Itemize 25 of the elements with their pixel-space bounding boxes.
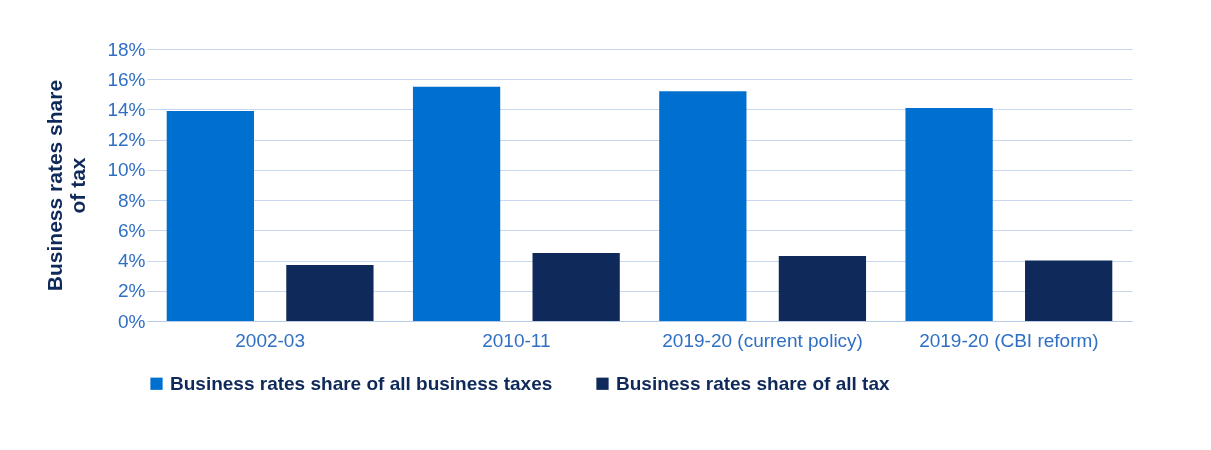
y-tick-label: 6% — [118, 219, 146, 241]
legend-label: Business rates share of all tax — [616, 372, 890, 394]
bar — [286, 265, 374, 321]
x-tick-label: 2019-20 (current policy) — [662, 329, 863, 351]
x-tick-label: 2019-20 (CBI reform) — [919, 329, 1099, 351]
y-tick-label: 12% — [107, 129, 146, 151]
x-tick-label: 2010-11 — [482, 329, 551, 351]
y-axis-title: Business rates share of tax — [43, 79, 90, 292]
y-tick-label: 14% — [107, 98, 146, 120]
y-tick-label: 10% — [107, 159, 146, 181]
bar — [532, 253, 620, 321]
y-tick-label: 0% — [118, 310, 146, 332]
bar — [166, 110, 254, 321]
bar — [659, 91, 747, 321]
bar — [1025, 260, 1113, 321]
y-tick-label: 4% — [118, 250, 146, 272]
x-tick-label: 2002-03 — [235, 329, 305, 351]
y-tick-label: 16% — [107, 68, 146, 90]
y-tick-label: 8% — [118, 189, 146, 211]
bar — [905, 107, 993, 321]
y-tick-label: 18% — [107, 38, 146, 60]
y-tick-label: 2% — [118, 280, 146, 302]
bar — [778, 256, 867, 321]
legend-label: Business rates share of all business taxes — [170, 372, 553, 394]
bar — [412, 86, 501, 321]
